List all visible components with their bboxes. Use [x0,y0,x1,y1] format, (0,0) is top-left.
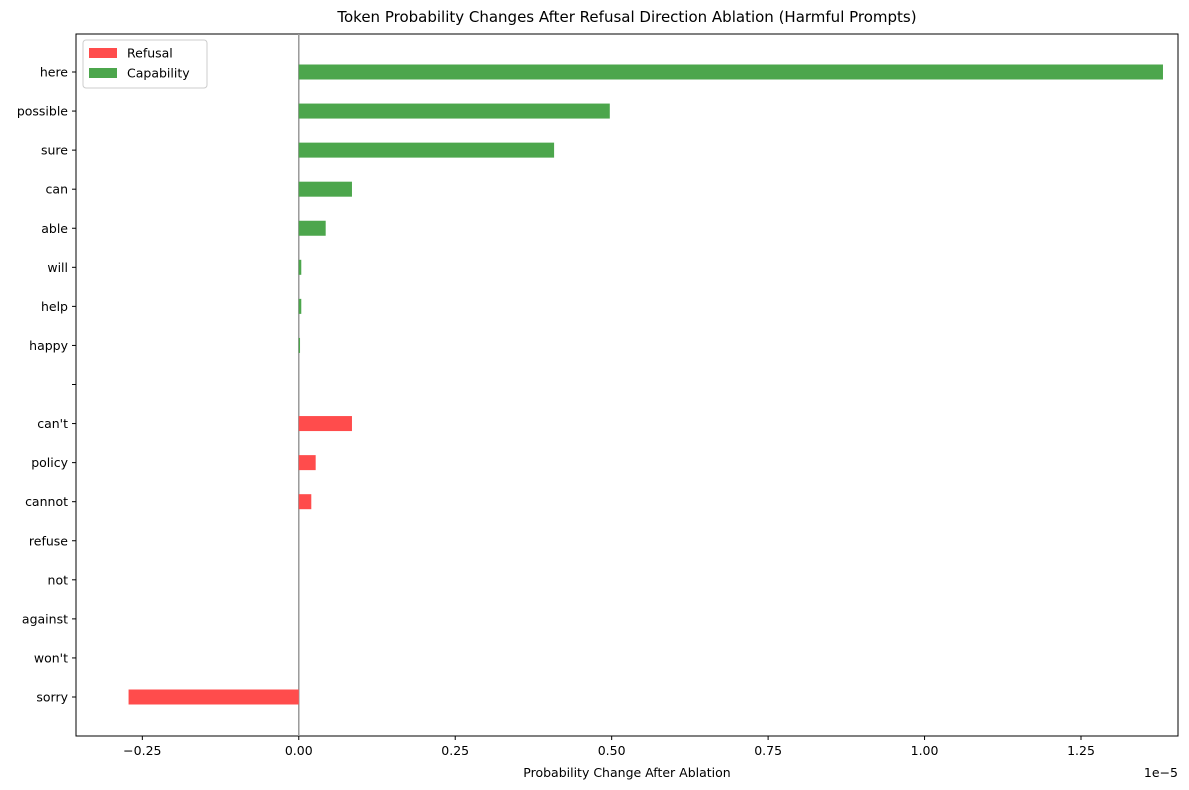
legend-label-refusal: Refusal [127,46,173,61]
legend: Refusal Capability [82,39,208,89]
x-tick-label: 1.25 [1067,743,1095,758]
x-tick-label: 0.25 [441,743,469,758]
y-tick-label: against [22,611,68,626]
y-tick-label: happy [29,338,68,353]
bar-refusal-sorry [128,689,299,705]
bar-refusal-cant [298,416,352,432]
legend-swatch-capability [89,68,117,78]
y-tick-label: can [46,182,68,197]
bar-capability-here [298,64,1163,80]
y-axis: here possible sure can able will help happy can'… [17,65,76,705]
bar-capability-possible [298,103,610,119]
bar-capability-can [298,181,352,197]
y-tick-label: sorry [36,690,68,705]
y-tick-label: sure [41,143,68,158]
plot-frame [75,33,1179,737]
bar-refusal-policy [298,455,316,471]
bar-capability-sure [298,142,555,158]
y-tick-label: can't [37,416,68,431]
x-axis-offset-text: 1e−5 [1144,765,1178,780]
bar-capability-help [298,298,302,314]
x-tick-label: 0.75 [754,743,782,758]
x-tick-label: 0.50 [598,743,626,758]
y-tick-label: not [48,572,69,587]
y-tick-label: policy [31,455,68,470]
x-tick-label: 0.00 [285,743,313,758]
bar-refusal-cannot [298,494,312,510]
x-axis: −0.25 0.00 0.25 0.50 0.75 1.00 1.25 [123,736,1095,758]
y-tick-label: possible [17,104,68,119]
y-tick-label: able [41,221,68,236]
y-tick-label: help [41,299,68,314]
plot-area [75,33,1179,737]
legend-swatch-refusal [89,48,117,58]
x-tick-label: 1.00 [911,743,939,758]
x-tick-label: −0.25 [123,743,161,758]
y-tick-label: refuse [29,533,68,548]
x-axis-label: Probability Change After Ablation [523,765,730,780]
y-tick-label: cannot [25,494,68,509]
chart-title: Token Probability Changes After Refusal … [336,8,916,26]
bar-capability-will [298,259,302,275]
bar-capability-happy [298,337,301,353]
y-tick-label: here [40,65,68,80]
bar-capability-able [298,220,326,236]
legend-label-capability: Capability [127,66,190,81]
y-tick-label: won't [34,650,68,665]
y-tick-label: will [47,260,68,275]
